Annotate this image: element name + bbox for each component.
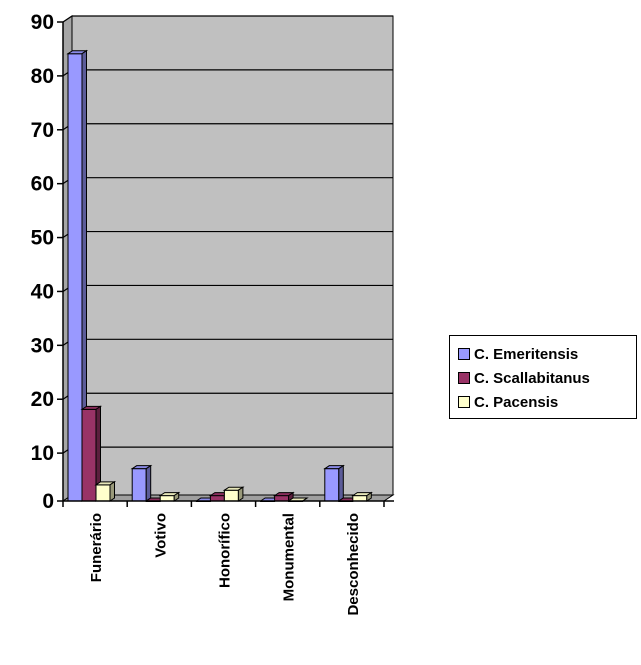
bar <box>222 486 245 502</box>
bar-side <box>173 491 180 502</box>
x-tick-label: Honorífico <box>216 513 233 588</box>
x-tick-label: Funerário <box>88 513 105 582</box>
bar-side <box>109 480 115 502</box>
bar-front <box>324 468 340 502</box>
bar <box>66 49 89 502</box>
bar-front <box>131 468 147 502</box>
bar-front <box>81 408 97 502</box>
legend-label-0: C. Emeritensis <box>474 345 579 363</box>
legend-item-0: C. Emeritensis <box>458 344 578 364</box>
legend-label-1: C. Scallabitanus <box>474 369 590 387</box>
bar <box>351 491 373 502</box>
bar <box>272 491 295 502</box>
x-tick-label: Votivo <box>152 513 169 558</box>
x-tick-label: Monumental <box>281 513 298 601</box>
axes <box>62 22 394 502</box>
legend-swatch-2 <box>458 396 470 408</box>
plot-area <box>61 15 395 502</box>
y-tick-label: 30 <box>31 334 54 357</box>
y-tick-label: 80 <box>31 65 54 88</box>
bar-front <box>209 495 225 502</box>
legend-item-2: C. Pacensis <box>458 392 558 412</box>
y-tick-label: 70 <box>31 119 54 142</box>
bar-front <box>95 484 111 502</box>
y-tick-label: 0 <box>42 490 54 513</box>
x-axis-ticks: Funerário Votivo Honorífico Monumental Desco… <box>62 501 385 616</box>
bar-side <box>366 491 372 502</box>
bar-front <box>67 53 83 502</box>
y-axis-ticks: 0 10 20 30 40 50 60 70 80 90 <box>31 11 63 513</box>
bar <box>130 464 153 502</box>
y-tick-label: 60 <box>31 173 54 196</box>
y-tick-label: 10 <box>31 442 54 465</box>
y-tick-label: 50 <box>31 227 54 250</box>
bar-front <box>159 495 175 502</box>
y-tick-label: 90 <box>31 11 54 34</box>
bars <box>66 49 373 502</box>
bar <box>323 464 345 502</box>
y-tick-label: 20 <box>31 388 54 411</box>
bar-side <box>302 497 308 502</box>
gridline <box>62 15 393 23</box>
bar-side <box>338 464 344 502</box>
x-tick-label: Desconhecido <box>345 513 362 616</box>
bar-front <box>352 495 368 502</box>
legend-swatch-1 <box>458 372 470 384</box>
bar <box>94 480 117 502</box>
bar <box>80 405 103 502</box>
legend-item-1: C. Scallabitanus <box>458 368 590 388</box>
back-wall <box>71 15 394 496</box>
legend: C. Emeritensis C. Scallabitanus C. Pacen… <box>449 335 637 419</box>
y-tick-label: 40 <box>31 280 54 303</box>
bar-side <box>237 486 244 502</box>
legend-swatch-0 <box>458 348 470 360</box>
legend-label-2: C. Pacensis <box>474 393 559 411</box>
bar-side <box>145 464 152 502</box>
bar-front <box>223 489 239 502</box>
bar-front <box>274 495 290 502</box>
bar <box>158 491 181 502</box>
